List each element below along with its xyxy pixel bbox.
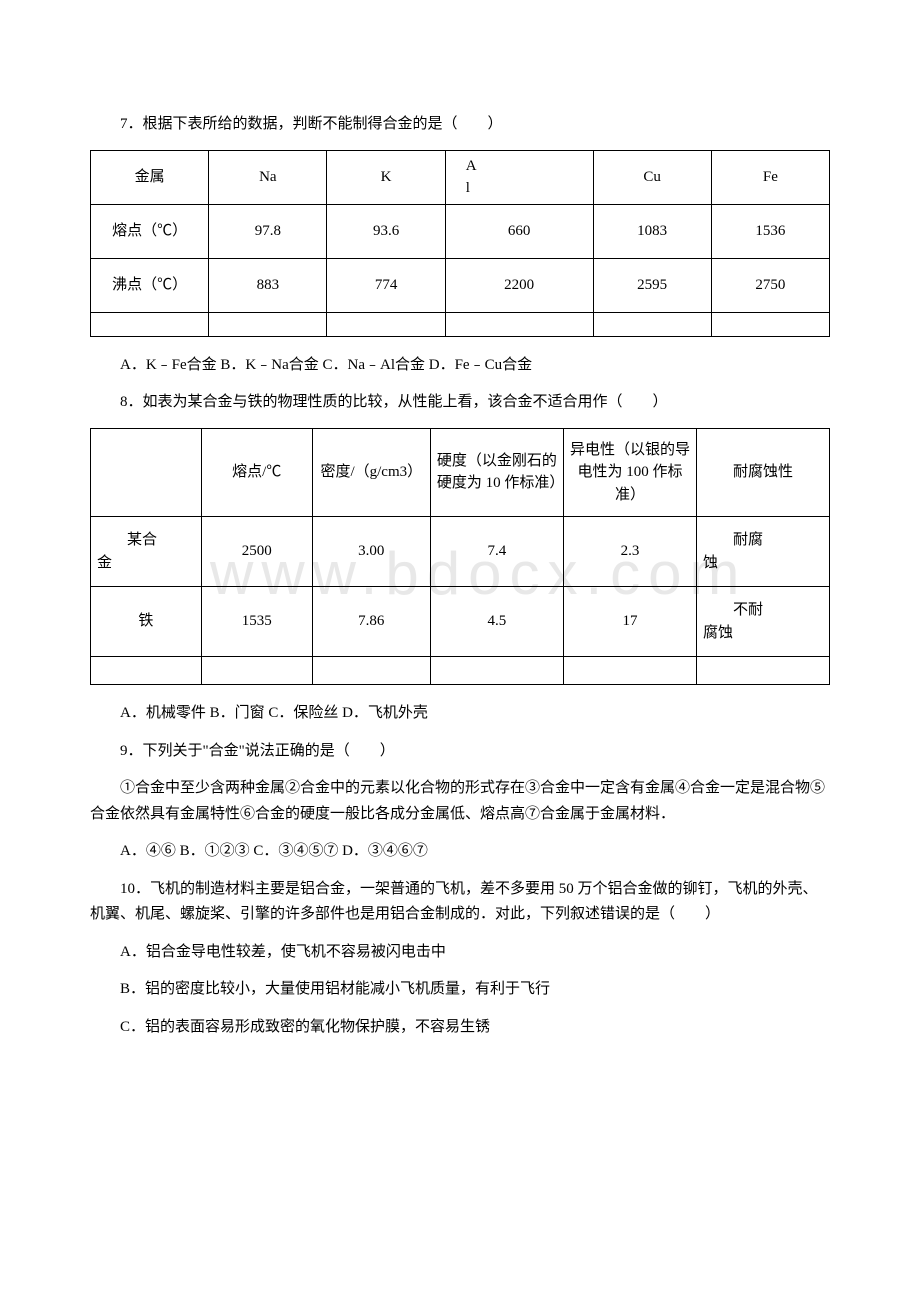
table-cell: 2200	[445, 258, 593, 312]
table-cell: 4.5	[430, 587, 563, 657]
table-row: 熔点（℃） 97.8 93.6 660 1083 1536	[91, 204, 830, 258]
q8-table: 熔点/℃ 密度/（g/cm3） 硬度（以金刚石的硬度为 10 作标准） 异电性（…	[90, 428, 830, 686]
table-cell: 沸点（℃）	[91, 258, 209, 312]
table-cell: 1535	[201, 587, 312, 657]
table-cell: 883	[209, 258, 327, 312]
table-cell: 3.00	[312, 517, 430, 587]
table-cell: 不耐腐蚀	[696, 587, 829, 657]
table-header: 异电性（以银的导电性为 100 作标准）	[563, 428, 696, 517]
q9-body: ①合金中至少含两种金属②合金中的元素以化合物的形式存在③合金中一定含有金属④合金…	[90, 776, 830, 827]
table-cell: 铁	[91, 587, 202, 657]
table-header	[91, 428, 202, 517]
table-cell: 7.4	[430, 517, 563, 587]
table-header: Na	[209, 150, 327, 204]
table-header: 熔点/℃	[201, 428, 312, 517]
q9-stem: 9．下列关于"合金"说法正确的是（ ）	[90, 739, 830, 765]
table-header: 金属	[91, 150, 209, 204]
q9-options: A．④⑥ B．①②③ C．③④⑤⑦ D．③④⑥⑦	[90, 839, 830, 865]
table-header: K	[327, 150, 445, 204]
table-header: Al	[445, 150, 593, 204]
table-cell: 93.6	[327, 204, 445, 258]
table-cell: 2500	[201, 517, 312, 587]
table-cell: 2595	[593, 258, 711, 312]
table-cell: 17	[563, 587, 696, 657]
q10-option-b: B．铝的密度比较小，大量使用铝材能减小飞机质量，有利于飞行	[90, 977, 830, 1003]
table-cell: 2750	[711, 258, 829, 312]
table-cell: 97.8	[209, 204, 327, 258]
table-row	[91, 657, 830, 685]
q10-stem: 10．飞机的制造材料主要是铝合金，一架普通的飞机，差不多要用 50 万个铝合金做…	[90, 877, 830, 928]
table-cell: 2.3	[563, 517, 696, 587]
table-row: 沸点（℃） 883 774 2200 2595 2750	[91, 258, 830, 312]
table-cell: 7.86	[312, 587, 430, 657]
table-cell: 1536	[711, 204, 829, 258]
table-cell: 耐腐蚀	[696, 517, 829, 587]
table-header: Fe	[711, 150, 829, 204]
table-cell: 某合金	[91, 517, 202, 587]
table-row	[91, 312, 830, 336]
table-row: 某合金 2500 3.00 7.4 2.3 耐腐蚀	[91, 517, 830, 587]
table-cell: 1083	[593, 204, 711, 258]
table-row: 铁 1535 7.86 4.5 17 不耐腐蚀	[91, 587, 830, 657]
table-header: 硬度（以金刚石的硬度为 10 作标准）	[430, 428, 563, 517]
table-cell: 熔点（℃）	[91, 204, 209, 258]
table-header: Cu	[593, 150, 711, 204]
table-header: 耐腐蚀性	[696, 428, 829, 517]
table-row: 熔点/℃ 密度/（g/cm3） 硬度（以金刚石的硬度为 10 作标准） 异电性（…	[91, 428, 830, 517]
q10-option-a: A．铝合金导电性较差，使飞机不容易被闪电击中	[90, 940, 830, 966]
table-cell: 774	[327, 258, 445, 312]
table-cell: 660	[445, 204, 593, 258]
q7-options: A．K﹣Fe合金 B．K﹣Na合金 C．Na﹣Al合金 D．Fe﹣Cu合金	[90, 353, 830, 379]
q7-table: 金属 Na K Al Cu Fe 熔点（℃） 97.8 93.6 660 108…	[90, 150, 830, 337]
q8-stem: 8．如表为某合金与铁的物理性质的比较，从性能上看，该合金不适合用作（ ）	[90, 390, 830, 416]
table-header: 密度/（g/cm3）	[312, 428, 430, 517]
q10-option-c: C．铝的表面容易形成致密的氧化物保护膜，不容易生锈	[90, 1015, 830, 1041]
table-row: 金属 Na K Al Cu Fe	[91, 150, 830, 204]
q7-stem: 7．根据下表所给的数据，判断不能制得合金的是（ ）	[90, 112, 830, 138]
q8-options: A．机械零件 B．门窗 C．保险丝 D．飞机外壳	[90, 701, 830, 727]
